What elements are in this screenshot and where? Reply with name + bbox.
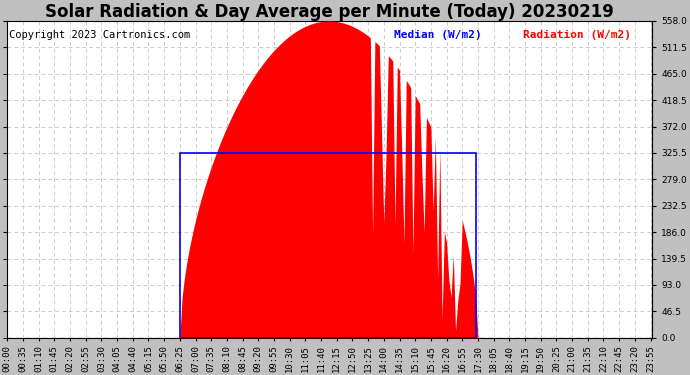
Text: Median (W/m2): Median (W/m2)	[394, 30, 482, 40]
Bar	[180, 153, 475, 338]
Title: Solar Radiation & Day Average per Minute (Today) 20230219: Solar Radiation & Day Average per Minute…	[46, 3, 614, 21]
Text: Copyright 2023 Cartronics.com: Copyright 2023 Cartronics.com	[8, 30, 190, 40]
Text: Radiation (W/m2): Radiation (W/m2)	[523, 30, 631, 40]
